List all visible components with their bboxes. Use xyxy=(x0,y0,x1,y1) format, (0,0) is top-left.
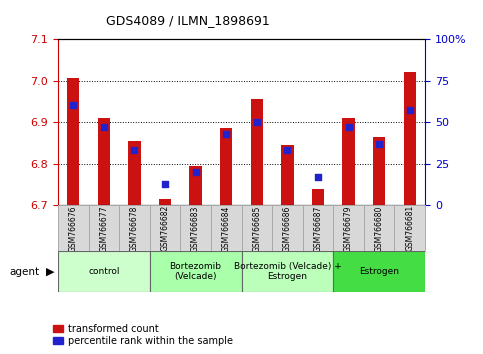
Bar xyxy=(159,199,171,205)
Point xyxy=(100,124,108,130)
Bar xyxy=(333,205,364,251)
Point xyxy=(161,181,169,187)
Bar xyxy=(180,205,211,251)
Bar xyxy=(333,251,425,292)
Bar xyxy=(303,205,333,251)
Text: GSM766680: GSM766680 xyxy=(375,205,384,252)
Bar xyxy=(150,205,180,251)
Text: agent: agent xyxy=(10,267,40,277)
Bar xyxy=(88,205,119,251)
Point xyxy=(222,131,230,137)
Text: ▶: ▶ xyxy=(46,267,55,277)
Text: Estrogen: Estrogen xyxy=(359,267,399,276)
Point xyxy=(192,169,199,175)
Text: GSM766678: GSM766678 xyxy=(130,205,139,252)
Text: control: control xyxy=(88,267,120,276)
Bar xyxy=(373,137,385,205)
Bar xyxy=(119,205,150,251)
Bar xyxy=(281,145,294,205)
Bar xyxy=(220,129,232,205)
Bar xyxy=(189,166,202,205)
Legend: transformed count, percentile rank within the sample: transformed count, percentile rank withi… xyxy=(53,324,233,346)
Text: GSM766677: GSM766677 xyxy=(99,205,108,252)
Bar xyxy=(58,251,150,292)
Text: GSM766687: GSM766687 xyxy=(313,205,323,252)
Text: GSM766683: GSM766683 xyxy=(191,205,200,252)
Bar xyxy=(364,205,395,251)
Point xyxy=(345,124,353,130)
Point xyxy=(284,148,291,153)
Text: GSM766685: GSM766685 xyxy=(252,205,261,252)
Bar xyxy=(98,118,110,205)
Bar xyxy=(342,118,355,205)
Point xyxy=(314,174,322,180)
Bar xyxy=(272,205,303,251)
Text: GSM766682: GSM766682 xyxy=(160,205,170,251)
Bar xyxy=(242,205,272,251)
Text: Bortezomib
(Velcade): Bortezomib (Velcade) xyxy=(170,262,222,281)
Text: GSM766686: GSM766686 xyxy=(283,205,292,252)
Text: GSM766684: GSM766684 xyxy=(222,205,231,252)
Bar xyxy=(312,189,324,205)
Point xyxy=(406,108,413,113)
Bar xyxy=(150,251,242,292)
Point xyxy=(253,119,261,125)
Point xyxy=(375,141,383,147)
Bar xyxy=(242,251,333,292)
Text: GSM766679: GSM766679 xyxy=(344,205,353,252)
Bar xyxy=(58,205,88,251)
Bar xyxy=(67,79,79,205)
Bar xyxy=(251,99,263,205)
Point xyxy=(130,148,138,153)
Text: Bortezomib (Velcade) +
Estrogen: Bortezomib (Velcade) + Estrogen xyxy=(233,262,341,281)
Bar xyxy=(404,72,416,205)
Text: GDS4089 / ILMN_1898691: GDS4089 / ILMN_1898691 xyxy=(106,14,270,27)
Bar xyxy=(395,205,425,251)
Point xyxy=(70,103,77,108)
Bar xyxy=(211,205,242,251)
Text: GSM766676: GSM766676 xyxy=(69,205,78,252)
Bar xyxy=(128,141,141,205)
Text: GSM766681: GSM766681 xyxy=(405,205,414,251)
